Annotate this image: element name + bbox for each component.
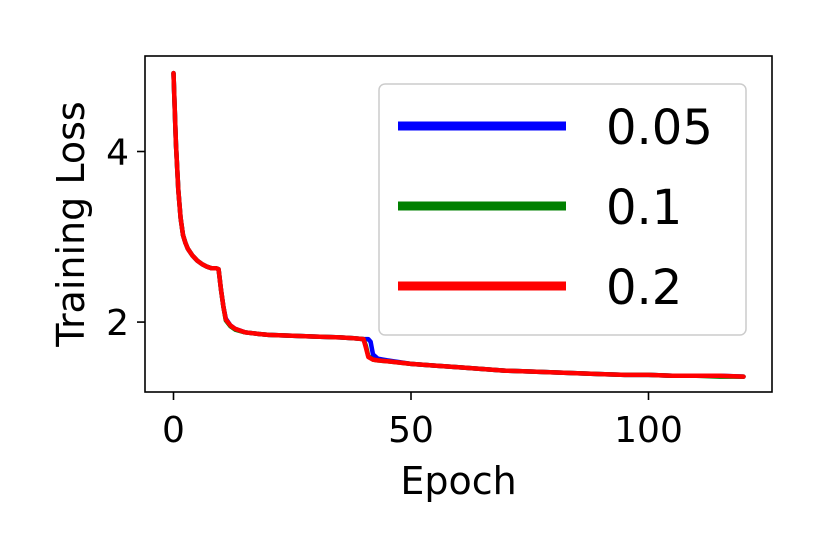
series-line-2 [171,70,746,379]
y-axis-ticks: 24 [106,133,145,344]
x-axis-label: Epoch [400,459,516,503]
y-tick-label-0: 2 [106,303,129,344]
x-tick-label-1: 50 [388,410,434,451]
y-tick-label-1: 4 [106,133,129,174]
legend-label-0: 0.05 [606,100,713,156]
y-axis-label: Training Loss [49,101,93,347]
x-tick-label-0: 0 [162,410,185,451]
x-tick-label-2: 100 [614,410,683,451]
x-axis-ticks: 0 50 100 [162,392,683,451]
legend-items: 0.05 0.1 0.2 [398,100,713,316]
plot-frame [144,55,773,393]
legend: 0.05 0.1 0.2 [378,83,747,336]
series-layer [171,70,746,379]
legend-label-2: 0.2 [606,260,682,316]
legend-label-1: 0.1 [606,180,682,236]
